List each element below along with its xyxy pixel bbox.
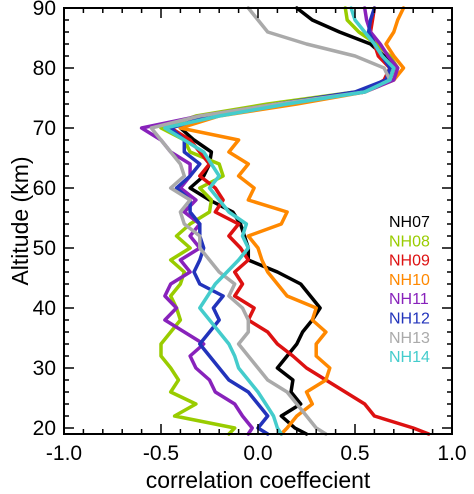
x-tick-label: 0.0 <box>243 442 272 465</box>
y-tick-label: 50 <box>33 237 56 260</box>
x-tick-label: 0.5 <box>340 442 369 465</box>
y-tick-label: 60 <box>33 177 56 200</box>
series-line-nh10 <box>178 6 406 436</box>
series-line-nh07 <box>178 6 396 436</box>
x-tick-label: -0.5 <box>143 442 179 465</box>
y-axis-title: Altitude (km) <box>7 156 33 285</box>
y-tick-label: 80 <box>33 57 56 80</box>
legend-entry-nh13: NH13 <box>389 330 430 347</box>
series-lines <box>139 6 431 436</box>
axis-ticks <box>63 7 453 434</box>
series-line-nh14 <box>163 6 396 436</box>
y-tick-label: 20 <box>33 417 56 440</box>
legend: NH07 NH08 NH09 NH10 NH11 NH12 NH13 NH14 <box>389 214 430 366</box>
y-tick-label: 70 <box>33 117 56 140</box>
series-line-nh11 <box>139 6 400 436</box>
y-tick-label: 40 <box>33 297 56 320</box>
legend-entry-nh07: NH07 <box>389 214 430 231</box>
x-tick-label: 1.0 <box>437 442 466 465</box>
y-tick-label: 30 <box>33 357 56 380</box>
legend-entry-nh12: NH12 <box>389 311 430 328</box>
y-tick-labels: 20 30 40 50 60 70 80 90 <box>33 0 56 440</box>
x-tick-label: -1.0 <box>46 442 82 465</box>
y-tick-label: 90 <box>33 0 56 20</box>
legend-entry-nh09: NH09 <box>389 253 430 270</box>
series-line-nh13 <box>149 6 392 436</box>
x-tick-labels: -1.0 -0.5 0.0 0.5 1.0 <box>46 442 467 465</box>
legend-entry-nh11: NH11 <box>389 291 429 308</box>
legend-entry-nh08: NH08 <box>389 233 430 250</box>
legend-entry-nh14: NH14 <box>389 349 430 366</box>
x-axis-title: correlation coeffecient <box>146 467 371 493</box>
legend-entry-nh10: NH10 <box>389 272 430 289</box>
